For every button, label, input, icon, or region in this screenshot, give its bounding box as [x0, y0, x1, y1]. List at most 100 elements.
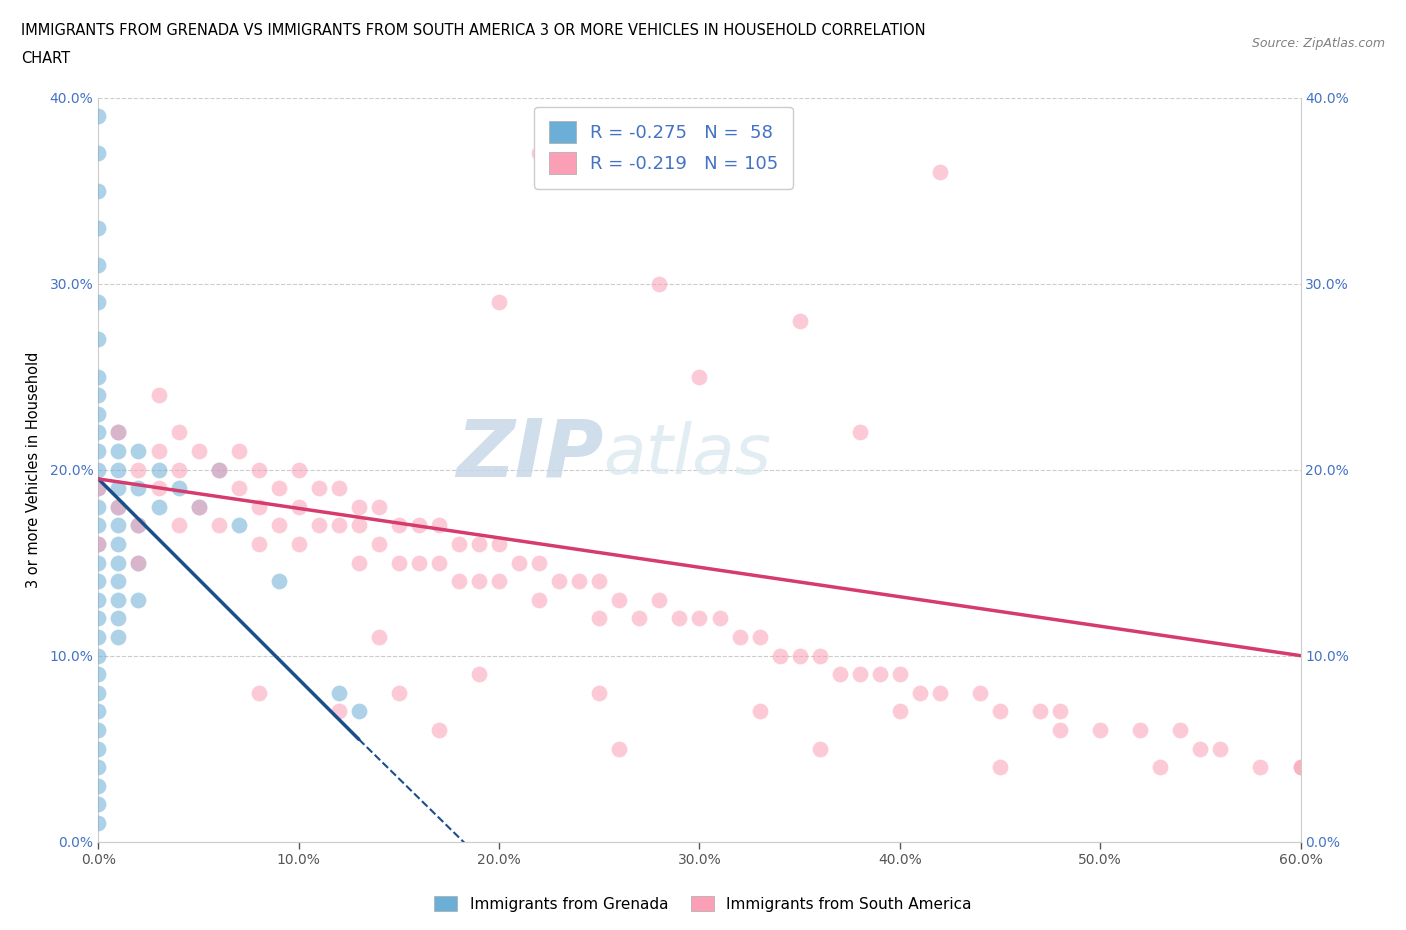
Point: [87, 220, 110, 235]
Point: [1149, 760, 1171, 775]
Point: [328, 481, 350, 496]
Legend: R = -0.275   N =  58, R = -0.219   N = 105: R = -0.275 N = 58, R = -0.219 N = 105: [534, 107, 793, 189]
Point: [167, 481, 190, 496]
Point: [87, 481, 110, 496]
Point: [87, 258, 110, 272]
Point: [128, 444, 150, 458]
Point: [969, 685, 991, 700]
Point: [908, 685, 931, 700]
Point: [128, 518, 150, 533]
Point: [87, 537, 110, 551]
Point: [87, 146, 110, 161]
Point: [148, 481, 170, 496]
Point: [247, 499, 270, 514]
Point: [107, 499, 129, 514]
Point: [447, 574, 470, 589]
Point: [247, 685, 270, 700]
Point: [87, 630, 110, 644]
Point: [107, 537, 129, 551]
Text: ZIP: ZIP: [456, 416, 603, 494]
Point: [347, 704, 370, 719]
Point: [748, 630, 770, 644]
Point: [468, 667, 491, 682]
Point: [529, 592, 551, 607]
Point: [988, 760, 1011, 775]
Point: [148, 444, 170, 458]
Point: [648, 276, 671, 291]
Point: [468, 574, 491, 589]
Point: [1170, 723, 1192, 737]
Point: [87, 369, 110, 384]
Point: [388, 685, 411, 700]
Point: [889, 704, 911, 719]
Point: [789, 648, 811, 663]
Point: [529, 555, 551, 570]
Point: [609, 592, 631, 607]
Point: [347, 518, 370, 533]
Point: [808, 741, 831, 756]
Text: IMMIGRANTS FROM GRENADA VS IMMIGRANTS FROM SOUTH AMERICA 3 OR MORE VEHICLES IN H: IMMIGRANTS FROM GRENADA VS IMMIGRANTS FR…: [21, 23, 925, 38]
Point: [447, 537, 470, 551]
Point: [187, 499, 209, 514]
Point: [107, 518, 129, 533]
Point: [87, 611, 110, 626]
Point: [368, 630, 391, 644]
Point: [87, 723, 110, 737]
Point: [368, 499, 391, 514]
Point: [488, 537, 510, 551]
Point: [87, 667, 110, 682]
Y-axis label: 3 or more Vehicles in Household: 3 or more Vehicles in Household: [27, 352, 41, 588]
Point: [769, 648, 792, 663]
Point: [87, 499, 110, 514]
Point: [87, 183, 110, 198]
Point: [87, 816, 110, 830]
Point: [1049, 723, 1071, 737]
Point: [87, 109, 110, 124]
Point: [208, 462, 231, 477]
Point: [728, 630, 751, 644]
Point: [368, 537, 391, 551]
Point: [87, 295, 110, 310]
Point: [828, 667, 851, 682]
Point: [808, 648, 831, 663]
Point: [388, 555, 411, 570]
Point: [107, 425, 129, 440]
Point: [107, 630, 129, 644]
Point: [107, 462, 129, 477]
Point: [87, 425, 110, 440]
Point: [1209, 741, 1232, 756]
Point: [128, 518, 150, 533]
Point: [588, 574, 610, 589]
Point: [889, 667, 911, 682]
Text: Source: ZipAtlas.com: Source: ZipAtlas.com: [1251, 37, 1385, 50]
Point: [87, 574, 110, 589]
Point: [468, 537, 491, 551]
Point: [988, 704, 1011, 719]
Point: [748, 704, 770, 719]
Point: [247, 537, 270, 551]
Point: [789, 313, 811, 328]
Point: [347, 499, 370, 514]
Point: [1289, 760, 1312, 775]
Point: [508, 555, 530, 570]
Point: [408, 555, 430, 570]
Point: [588, 685, 610, 700]
Point: [648, 592, 671, 607]
Point: [668, 611, 690, 626]
Point: [87, 444, 110, 458]
Point: [107, 592, 129, 607]
Point: [869, 667, 891, 682]
Point: [87, 462, 110, 477]
Point: [929, 685, 952, 700]
Point: [427, 723, 450, 737]
Point: [849, 425, 872, 440]
Point: [1189, 741, 1212, 756]
Point: [148, 388, 170, 403]
Point: [107, 425, 129, 440]
Point: [689, 369, 711, 384]
Point: [187, 444, 209, 458]
Point: [247, 462, 270, 477]
Point: [267, 574, 290, 589]
Point: [1088, 723, 1111, 737]
Point: [87, 648, 110, 663]
